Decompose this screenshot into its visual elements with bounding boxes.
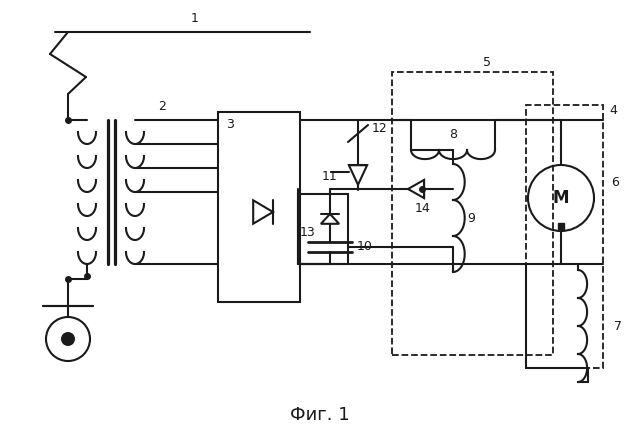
Text: 7: 7: [614, 320, 622, 333]
Circle shape: [61, 332, 75, 346]
Text: 11: 11: [322, 171, 338, 184]
Bar: [392, 72, 553, 355]
Text: 10: 10: [357, 240, 373, 253]
Bar: [526, 105, 603, 368]
Text: 4: 4: [609, 104, 617, 117]
Bar: [218, 112, 300, 302]
Text: 9: 9: [467, 212, 475, 225]
Text: 6: 6: [611, 177, 619, 190]
Text: Фиг. 1: Фиг. 1: [290, 406, 350, 424]
Text: 14: 14: [415, 203, 431, 216]
Text: 12: 12: [372, 123, 388, 136]
Text: 5: 5: [483, 55, 491, 69]
Text: M: M: [553, 189, 569, 207]
Text: 2: 2: [158, 101, 166, 114]
Bar: [298, 194, 348, 264]
Text: 1: 1: [191, 12, 199, 25]
Text: 13: 13: [300, 226, 316, 238]
Text: 8: 8: [449, 127, 457, 140]
Text: 3: 3: [226, 118, 234, 130]
